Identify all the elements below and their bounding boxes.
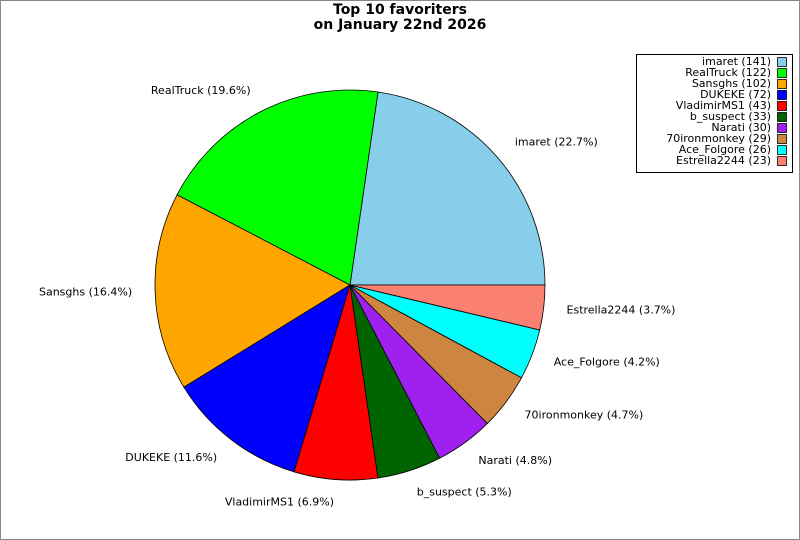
slice-label: VladimirMS1 (6.9%) (225, 495, 334, 508)
legend-label: Narati (30) (711, 121, 771, 134)
legend-swatch (777, 90, 787, 100)
legend-swatch (777, 79, 787, 89)
legend-label: VladimirMS1 (43) (676, 99, 771, 112)
legend-swatch (777, 156, 787, 166)
legend-swatch (777, 145, 787, 155)
pie-slice (349, 284, 546, 331)
slice-label: RealTruck (19.6%) (151, 84, 251, 97)
legend-swatch (777, 123, 787, 133)
legend-label: imaret (141) (702, 55, 771, 68)
legend-label: b_suspect (33) (690, 110, 771, 123)
chart-title: Top 10 favoriters (333, 2, 467, 18)
slice-label: DUKEKE (11.6%) (125, 451, 217, 464)
slice-label: imaret (22.7%) (515, 135, 598, 148)
pie-slice (176, 89, 379, 286)
legend-label: Ace_Folgore (26) (679, 143, 771, 156)
legend-swatch (777, 101, 787, 111)
chart-subtitle: on January 22nd 2026 (314, 17, 487, 33)
slice-label: Narati (4.8%) (478, 454, 552, 467)
legend-label: RealTruck (122) (685, 66, 771, 79)
legend-swatch (777, 68, 787, 78)
pie-slice (154, 194, 351, 388)
legend-swatch (777, 134, 787, 144)
legend-label: Estrella2244 (23) (676, 154, 771, 167)
slice-label: 70ironmonkey (4.7%) (525, 409, 644, 422)
legend-label: DUKEKE (72) (700, 88, 771, 101)
slice-label: b_suspect (5.3%) (417, 486, 512, 499)
slice-label: Ace_Folgore (4.2%) (554, 356, 660, 369)
legend-swatch (777, 57, 787, 67)
legend-box (636, 54, 793, 173)
legend-swatch (777, 112, 787, 122)
slice-label: Sansghs (16.4%) (39, 286, 132, 299)
legend-label: 70ironmonkey (29) (666, 132, 771, 145)
pie-slice (183, 284, 351, 473)
slice-label: Estrella2244 (3.7%) (567, 303, 676, 316)
legend-label: Sansghs (102) (692, 77, 771, 90)
pie-slice (349, 91, 546, 286)
